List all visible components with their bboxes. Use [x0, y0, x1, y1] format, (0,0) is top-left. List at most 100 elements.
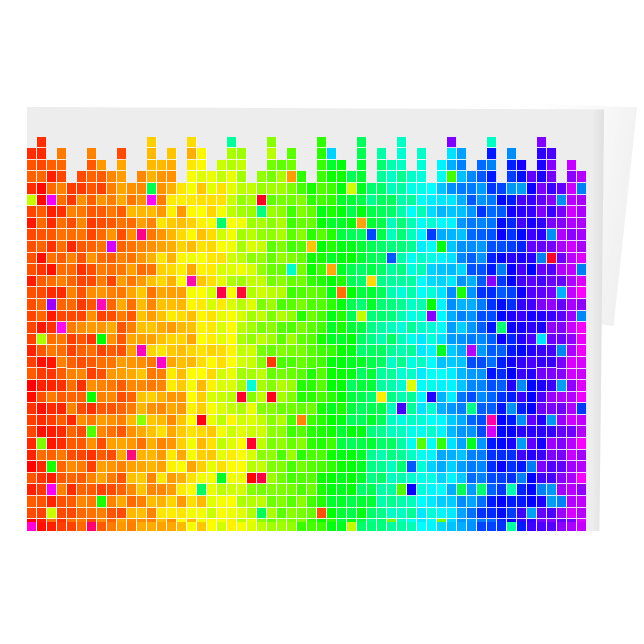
heatmap-cell [377, 403, 387, 415]
heatmap-cell [377, 171, 387, 183]
heatmap-cell [47, 229, 57, 241]
heatmap-cell [547, 148, 557, 160]
heatmap-cell [567, 183, 577, 195]
heatmap-cell [397, 403, 407, 415]
heatmap-cell [247, 426, 257, 439]
heatmap-cell [97, 449, 107, 462]
heatmap-cell [497, 275, 507, 288]
heatmap-cell [87, 449, 97, 462]
heatmap-cell [177, 472, 187, 485]
heatmap-column [447, 136, 457, 531]
heatmap-cell [397, 194, 407, 207]
heatmap-cell [497, 264, 507, 276]
heatmap-cell [77, 403, 87, 415]
heatmap-cell [367, 217, 377, 230]
heatmap-cell [287, 275, 297, 288]
heatmap-cell [27, 496, 37, 508]
heatmap-cell [407, 287, 417, 299]
heatmap-cell [197, 159, 207, 172]
heatmap-cell [507, 345, 517, 357]
heatmap-cell [47, 310, 57, 323]
heatmap-cell [547, 368, 557, 381]
heatmap-cell [507, 449, 517, 462]
heatmap-cell [397, 496, 407, 508]
heatmap-cell [377, 391, 387, 404]
heatmap-cell [407, 252, 417, 265]
heatmap-cell [487, 496, 497, 508]
heatmap-cell [567, 171, 577, 183]
heatmap-cell [157, 183, 167, 195]
heatmap-column [307, 183, 317, 531]
heatmap-cell [477, 496, 487, 508]
heatmap-cell [157, 380, 167, 392]
heatmap-cell [47, 484, 57, 497]
heatmap-cell [197, 345, 207, 357]
heatmap-cell [197, 356, 207, 369]
heatmap-cell [177, 496, 187, 508]
heatmap-cell [67, 345, 77, 357]
heatmap-cell [417, 182, 427, 195]
heatmap-cell [197, 264, 207, 276]
heatmap-cell [217, 345, 227, 357]
heatmap-cell [567, 194, 577, 207]
heatmap-cell [277, 171, 287, 183]
heatmap-cell [457, 159, 467, 172]
heatmap-cell [247, 310, 257, 323]
heatmap-cell [117, 345, 127, 357]
heatmap-edge-cell [427, 522, 437, 531]
heatmap-cell [137, 240, 147, 253]
heatmap-cell [567, 252, 577, 265]
heatmap-cell [97, 183, 107, 195]
heatmap-cell [187, 391, 197, 404]
heatmap-cell [477, 322, 487, 334]
heatmap-cell [367, 322, 377, 334]
heatmap-edge-cell [547, 522, 557, 531]
heatmap-cell [207, 333, 217, 346]
heatmap-cell [67, 391, 77, 404]
heatmap-edge-cell [207, 522, 217, 531]
heatmap-cell [137, 507, 147, 520]
heatmap-column [207, 171, 217, 531]
heatmap-cell [307, 496, 317, 508]
heatmap-cell [277, 275, 287, 288]
heatmap-cell [237, 252, 247, 265]
heatmap-cell [177, 403, 187, 415]
heatmap-cell [327, 171, 337, 183]
heatmap-cell [467, 298, 477, 311]
heatmap-cell [167, 484, 177, 497]
heatmap-cell [427, 264, 437, 276]
heatmap-cell [377, 472, 387, 485]
heatmap-cell [557, 264, 567, 276]
heatmap-cell [577, 287, 587, 299]
heatmap-cell [487, 275, 497, 288]
heatmap-cell [547, 449, 557, 462]
heatmap-cell [177, 310, 187, 323]
heatmap-cell [237, 159, 247, 172]
heatmap-cell [477, 310, 487, 323]
heatmap-cell [117, 496, 127, 508]
heatmap-edge-cell [287, 522, 297, 531]
heatmap-column [47, 159, 57, 531]
heatmap-cell [327, 356, 337, 369]
heatmap-column [57, 148, 67, 531]
heatmap-edge-cell [77, 522, 87, 531]
heatmap-cell [357, 229, 367, 241]
heatmap-cell [107, 206, 117, 218]
heatmap-cell [147, 345, 157, 357]
heatmap-cell [387, 449, 397, 462]
heatmap-cell [507, 287, 517, 299]
heatmap-column [487, 136, 497, 531]
heatmap-cell [127, 507, 137, 520]
heatmap-cell [237, 322, 247, 334]
heatmap-cell [157, 333, 167, 346]
heatmap-column [97, 159, 107, 531]
heatmap-cell [537, 240, 547, 253]
heatmap-cell [157, 159, 167, 172]
heatmap-cell [137, 449, 147, 462]
heatmap-cell [567, 380, 577, 392]
heatmap-cell [417, 438, 427, 450]
heatmap-cell [247, 287, 257, 299]
heatmap-cell [317, 310, 327, 323]
heatmap-cell [567, 322, 577, 334]
heatmap-cell [87, 391, 97, 404]
